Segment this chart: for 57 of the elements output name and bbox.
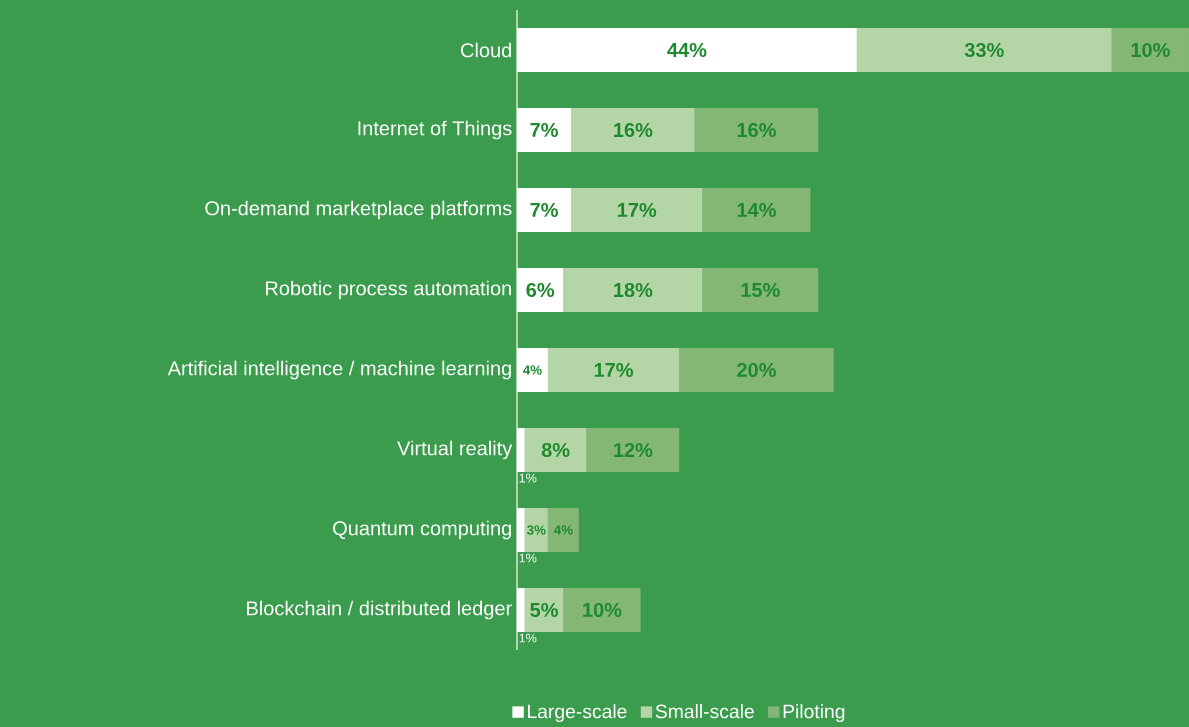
bar	[856, 28, 1112, 72]
data-label: 7%	[530, 122, 558, 138]
bar	[679, 348, 834, 392]
data-label: 6%	[526, 282, 555, 298]
y-tick-label: Robotic process automation	[266, 280, 511, 300]
bar	[702, 188, 811, 232]
bar	[547, 348, 680, 392]
data-label: 1%	[519, 633, 537, 643]
bar	[524, 507, 548, 552]
y-tick-label: Internet of Things	[358, 120, 512, 140]
bar	[702, 268, 819, 312]
legend-label: Large-scale	[528, 704, 627, 723]
bar	[563, 587, 641, 632]
bar	[517, 587, 525, 632]
data-label: 20%	[737, 362, 776, 378]
bar	[547, 507, 579, 552]
bar	[694, 108, 819, 152]
bar	[563, 268, 703, 312]
bar	[517, 188, 572, 232]
bar	[517, 28, 857, 72]
bar	[571, 188, 703, 232]
bar	[517, 348, 548, 392]
y-tick-label: Virtual reality	[397, 440, 513, 460]
data-label: 16%	[737, 122, 776, 138]
legend-label: Small-scale	[655, 704, 754, 719]
y-tick-label: On-demand marketplace platforms	[205, 200, 512, 220]
data-label: 18%	[614, 282, 653, 298]
y-tick-label: Quantum computing	[333, 520, 511, 540]
data-label: 5%	[530, 602, 558, 618]
data-label: 16%	[614, 122, 653, 138]
y-tick-label: Artificial intelligence / machine learning	[167, 360, 511, 380]
data-label: 3%	[526, 525, 546, 535]
data-label: 1%	[519, 553, 537, 563]
bar	[517, 428, 525, 472]
bar	[586, 428, 680, 472]
data-label: 17%	[594, 362, 634, 378]
y-tick-label: Blockchain / distributed ledger	[247, 600, 512, 620]
data-label: 15%	[741, 282, 780, 298]
y-tick-label: Cloud	[461, 42, 511, 58]
bar	[524, 428, 587, 472]
data-label: 4%	[523, 365, 542, 375]
bar	[571, 108, 695, 152]
bar	[1111, 28, 1189, 72]
data-label: 12%	[614, 442, 653, 458]
data-label: 33%	[964, 42, 1004, 58]
legend-label: Piloting	[783, 704, 845, 723]
data-label: 17%	[617, 202, 657, 218]
bar	[517, 108, 572, 152]
data-label: 10%	[583, 602, 622, 618]
data-label: 10%	[1131, 42, 1170, 58]
bar	[517, 507, 525, 552]
data-label: 7%	[530, 202, 558, 218]
data-label: 44%	[667, 42, 707, 58]
data-label: 4%	[553, 525, 573, 535]
data-label: 8%	[541, 442, 570, 458]
data-label: 1%	[519, 473, 537, 483]
data-label: 14%	[737, 202, 776, 218]
